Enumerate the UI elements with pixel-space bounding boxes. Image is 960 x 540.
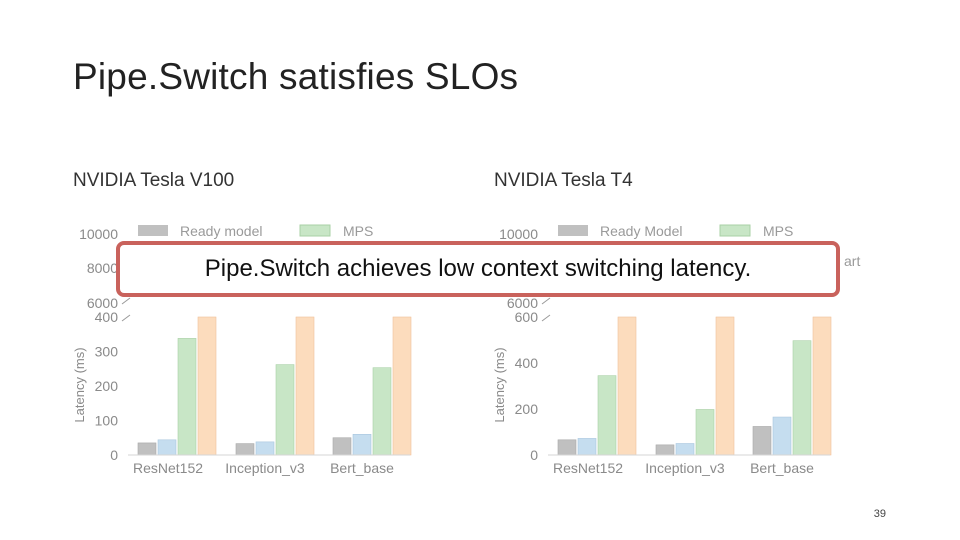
bar	[557, 439, 577, 456]
bar	[695, 409, 715, 456]
x-tick-label: Inception_v3	[225, 460, 305, 476]
x-tick-label: ResNet152	[133, 460, 203, 476]
axis-break-mark	[121, 314, 131, 322]
callout-text: Pipe.Switch achieves low context switchi…	[204, 255, 752, 282]
y-tick-label-upper: 10000	[499, 226, 538, 242]
bar	[295, 316, 315, 456]
bar	[715, 316, 735, 456]
x-tick-label: Bert_base	[330, 460, 394, 476]
y-tick-label-upper: 6000	[87, 295, 118, 311]
legend-swatch-mps	[719, 224, 751, 237]
y-tick-label: 600	[515, 309, 539, 325]
bar	[177, 338, 197, 456]
bar	[157, 439, 177, 456]
bar	[235, 443, 255, 456]
bar	[372, 367, 392, 456]
bar	[137, 442, 157, 456]
bar	[352, 434, 372, 456]
x-tick-label: Inception_v3	[645, 460, 725, 476]
bar	[597, 375, 617, 456]
slide-title: Pipe.Switch satisfies SLOs	[73, 56, 519, 97]
bar	[392, 316, 412, 456]
callout-box: Pipe.Switch achieves low context switchi…	[116, 241, 840, 297]
y-tick-label-upper: 10000	[79, 226, 118, 242]
y-tick-label: 300	[95, 344, 119, 360]
bar	[675, 443, 695, 456]
y-tick-label: 400	[95, 309, 119, 325]
bar	[255, 441, 275, 456]
bar	[197, 316, 217, 456]
y-tick-label-upper: 6000	[507, 295, 538, 311]
bar	[772, 416, 792, 456]
axis-break-mark	[121, 297, 131, 305]
bar	[752, 426, 772, 456]
bar	[275, 364, 295, 456]
page-number: 39	[873, 508, 886, 520]
axis-break-mark	[541, 297, 551, 305]
legend-label-mps: MPS	[343, 223, 373, 239]
bar	[655, 444, 675, 456]
x-tick-label: ResNet152	[553, 460, 623, 476]
bar	[617, 316, 637, 456]
legend-swatch-ready-model	[558, 225, 588, 236]
y-tick-label: 0	[110, 447, 118, 463]
chart-subtitle-t4: NVIDIA Tesla T4	[494, 170, 633, 191]
y-tick-label: 0	[530, 447, 538, 463]
y-tick-label: 100	[95, 413, 119, 429]
bar	[332, 437, 352, 456]
legend-label-mps: MPS	[763, 223, 793, 239]
legend-swatch-mps	[299, 224, 331, 237]
bar	[812, 316, 832, 456]
legend-label-fragment: art	[844, 253, 860, 269]
legend-label-ready-model: Ready model	[180, 223, 263, 239]
y-axis-label: Latency (ms)	[72, 347, 87, 422]
y-tick-label-upper: 8000	[87, 260, 118, 276]
bar	[577, 438, 597, 456]
y-tick-label: 200	[95, 378, 119, 394]
axis-break-mark	[541, 314, 551, 322]
bar	[792, 340, 812, 456]
y-tick-label: 200	[515, 401, 539, 417]
x-tick-label: Bert_base	[750, 460, 814, 476]
y-tick-label: 400	[515, 355, 539, 371]
legend-swatch-ready-model	[138, 225, 168, 236]
legend-label-ready-model: Ready Model	[600, 223, 683, 239]
chart-subtitle-v100: NVIDIA Tesla V100	[73, 170, 235, 191]
y-axis-label: Latency (ms)	[492, 347, 507, 422]
